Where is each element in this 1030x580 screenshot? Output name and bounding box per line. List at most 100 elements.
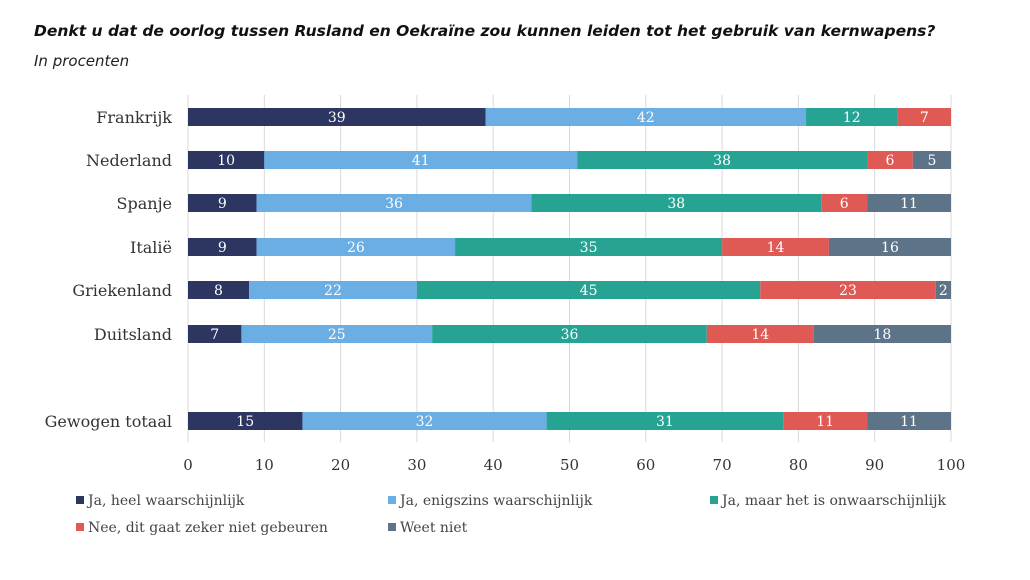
- bar-segment: [432, 325, 707, 343]
- x-tick-label: 100: [937, 456, 966, 474]
- x-tick-label: 20: [331, 456, 350, 474]
- legend-label: Ja, enigszins waarschijnlijk: [398, 493, 593, 509]
- legend-swatch: [76, 523, 84, 531]
- bar-segment: [188, 108, 486, 126]
- legend-swatch: [76, 496, 84, 504]
- bar-segment: [783, 412, 868, 430]
- data-label: 11: [900, 196, 918, 212]
- category-label: Italië: [130, 238, 172, 257]
- data-label: 11: [816, 414, 834, 430]
- legend-label: Ja, heel waarschijnlijk: [86, 493, 245, 509]
- category-label: Spanje: [117, 194, 172, 213]
- data-label: 38: [667, 196, 685, 212]
- data-label: 9: [218, 196, 227, 212]
- bar-segment: [806, 108, 898, 126]
- category-label: Griekenland: [72, 281, 172, 300]
- data-label: 18: [873, 327, 891, 343]
- bar-segment: [531, 194, 822, 212]
- chart-subtitle: In procenten: [34, 52, 130, 70]
- bar-segment: [577, 151, 868, 169]
- bar-segment: [188, 194, 257, 212]
- data-label: 15: [236, 414, 254, 430]
- bar-segment: [546, 412, 784, 430]
- bar-segment: [485, 108, 807, 126]
- data-label: 22: [324, 283, 342, 299]
- data-label: 6: [885, 153, 894, 169]
- bar-segment: [706, 325, 814, 343]
- data-label: 6: [840, 196, 849, 212]
- bar-segment: [897, 108, 951, 126]
- data-label: 31: [656, 414, 674, 430]
- bar-segment: [241, 325, 433, 343]
- x-tick-label: 0: [183, 456, 193, 474]
- data-label: 12: [843, 110, 861, 126]
- data-label: 38: [713, 153, 731, 169]
- x-tick-label: 30: [407, 456, 426, 474]
- data-label: 32: [416, 414, 434, 430]
- bar-segment: [821, 194, 868, 212]
- data-label: 2: [939, 283, 948, 299]
- data-label: 7: [920, 110, 929, 126]
- legend-swatch: [388, 496, 396, 504]
- data-label: 7: [210, 327, 219, 343]
- bar-segment: [256, 194, 532, 212]
- data-label: 14: [751, 327, 769, 343]
- data-label: 36: [561, 327, 579, 343]
- bar-segment: [188, 151, 265, 169]
- data-label: 36: [385, 196, 403, 212]
- legend-swatch: [388, 523, 396, 531]
- bar-segment: [188, 238, 257, 256]
- category-label: Nederland: [86, 151, 172, 170]
- category-label: Duitsland: [94, 325, 172, 344]
- chart-title: Denkt u dat de oorlog tussen Rusland en …: [34, 22, 936, 40]
- data-label: 8: [214, 283, 223, 299]
- data-label: 11: [900, 414, 918, 430]
- bar-segment: [828, 238, 951, 256]
- bar-segment: [188, 325, 242, 343]
- data-label: 9: [218, 240, 227, 256]
- bar-segment: [722, 238, 829, 256]
- bar-segment: [188, 281, 250, 299]
- bar-segment: [912, 151, 951, 169]
- category-label: Frankrijk: [96, 108, 172, 127]
- legend-label: Ja, maar het is onwaarschijnlijk: [720, 493, 946, 509]
- bar-segment: [302, 412, 547, 430]
- data-label: 10: [217, 153, 235, 169]
- bar-segment: [256, 238, 456, 256]
- data-label: 41: [412, 153, 430, 169]
- bar-segment: [264, 151, 578, 169]
- x-tick-label: 50: [560, 456, 579, 474]
- x-tick-label: 70: [713, 456, 732, 474]
- x-tick-label: 60: [636, 456, 655, 474]
- x-tick-label: 80: [789, 456, 808, 474]
- data-label: 16: [881, 240, 899, 256]
- data-label: 45: [580, 283, 598, 299]
- bar-segment: [867, 412, 951, 430]
- x-tick-label: 40: [484, 456, 503, 474]
- x-tick-label: 10: [255, 456, 274, 474]
- category-label: Gewogen totaal: [45, 412, 172, 431]
- legend-label: Nee, dit gaat zeker niet gebeuren: [88, 520, 328, 536]
- bar-segment: [867, 194, 951, 212]
- bar-segment: [455, 238, 723, 256]
- bar-segment: [813, 325, 951, 343]
- data-label: 25: [328, 327, 346, 343]
- legend-label: Weet niet: [400, 520, 468, 536]
- legend-swatch: [710, 496, 718, 504]
- bar-segment: [188, 412, 303, 430]
- data-label: 26: [347, 240, 365, 256]
- data-label: 35: [580, 240, 598, 256]
- x-tick-label: 90: [865, 456, 884, 474]
- bar-segment: [867, 151, 913, 169]
- data-label: 23: [839, 283, 857, 299]
- bar-segment: [249, 281, 417, 299]
- data-label: 42: [637, 110, 655, 126]
- data-label: 39: [328, 110, 346, 126]
- bar-segment: [416, 281, 761, 299]
- bar-segment: [935, 281, 951, 299]
- data-label: 5: [927, 153, 936, 169]
- bar-segment: [760, 281, 936, 299]
- data-label: 14: [767, 240, 785, 256]
